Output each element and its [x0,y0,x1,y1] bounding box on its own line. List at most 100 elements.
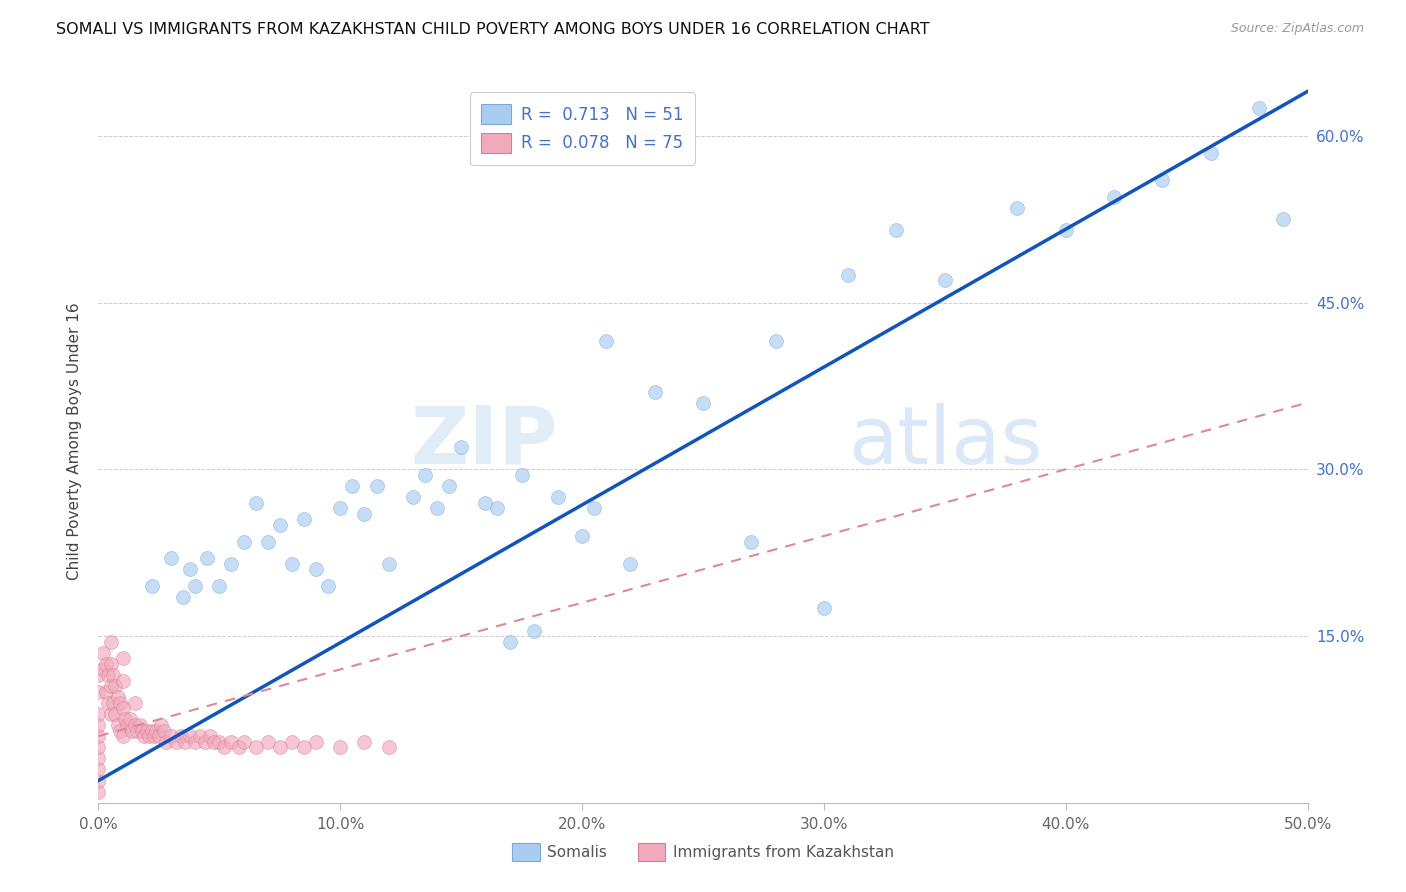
Point [316,579,339,593]
Point [221,557,243,571]
Point [198,729,221,743]
Point [100,657,122,671]
Point [87,740,110,755]
Point [221,734,243,748]
Point [342,479,364,493]
Point [195,551,218,566]
Point [91,646,114,660]
Point [245,740,267,755]
Point [94,657,117,671]
Point [87,706,110,721]
Point [245,496,267,510]
Point [184,734,207,748]
Point [107,690,129,705]
Point [101,696,124,710]
Point [523,624,546,638]
Point [292,512,315,526]
Point [292,740,315,755]
Point [118,713,141,727]
Point [353,734,375,748]
Point [329,501,352,516]
Point [100,679,122,693]
Point [1102,190,1125,204]
Point [486,501,509,516]
Point [644,384,666,399]
Point [498,634,520,648]
Point [145,723,167,738]
Point [143,729,166,743]
Point [547,490,569,504]
Point [107,718,129,732]
Point [127,723,149,738]
Point [510,467,533,482]
Point [1007,201,1029,215]
Point [128,718,150,732]
Point [813,601,835,615]
Point [837,268,859,282]
Point [179,729,201,743]
Point [111,673,134,688]
Point [152,723,174,738]
Point [269,517,291,532]
Point [179,562,201,576]
Point [114,713,136,727]
Point [188,729,211,743]
Point [571,529,593,543]
Point [124,696,146,710]
Point [281,734,304,748]
Point [281,557,304,571]
Point [131,723,153,738]
Text: ZIP: ZIP [411,402,558,481]
Point [172,590,194,604]
Point [212,740,235,755]
Point [87,785,110,799]
Point [97,696,120,710]
Point [934,273,956,287]
Point [377,557,399,571]
Point [91,662,114,676]
Point [692,395,714,409]
Point [104,706,127,721]
Point [108,723,131,738]
Point [121,723,143,738]
Point [256,534,278,549]
Point [87,718,110,732]
Point [135,723,157,738]
Point [208,734,231,748]
Point [232,534,254,549]
Point [101,668,124,682]
Point [108,696,131,710]
Legend: Somalis, Immigrants from Kazakhstan: Somalis, Immigrants from Kazakhstan [506,837,900,867]
Point [169,729,191,743]
Point [208,579,231,593]
Point [426,501,449,516]
Point [1272,212,1295,227]
Point [1199,145,1222,160]
Point [87,773,110,788]
Y-axis label: Child Poverty Among Boys Under 16: Child Poverty Among Boys Under 16 [67,302,83,581]
Point [87,684,110,698]
Point [124,718,146,732]
Point [134,729,156,743]
Point [155,734,177,748]
Point [87,668,110,682]
Point [305,734,328,748]
Point [87,763,110,777]
Text: Source: ZipAtlas.com: Source: ZipAtlas.com [1230,22,1364,36]
Point [87,751,110,765]
Point [765,334,787,349]
Point [111,701,134,715]
Point [619,557,641,571]
Text: SOMALI VS IMMIGRANTS FROM KAZAKHSTAN CHILD POVERTY AMONG BOYS UNDER 16 CORRELATI: SOMALI VS IMMIGRANTS FROM KAZAKHSTAN CHI… [56,22,929,37]
Point [269,740,291,755]
Point [437,479,460,493]
Point [148,729,170,743]
Point [174,734,197,748]
Point [150,718,173,732]
Point [256,734,278,748]
Point [886,223,908,237]
Point [353,507,375,521]
Point [111,729,134,743]
Point [1152,173,1174,187]
Point [100,634,122,648]
